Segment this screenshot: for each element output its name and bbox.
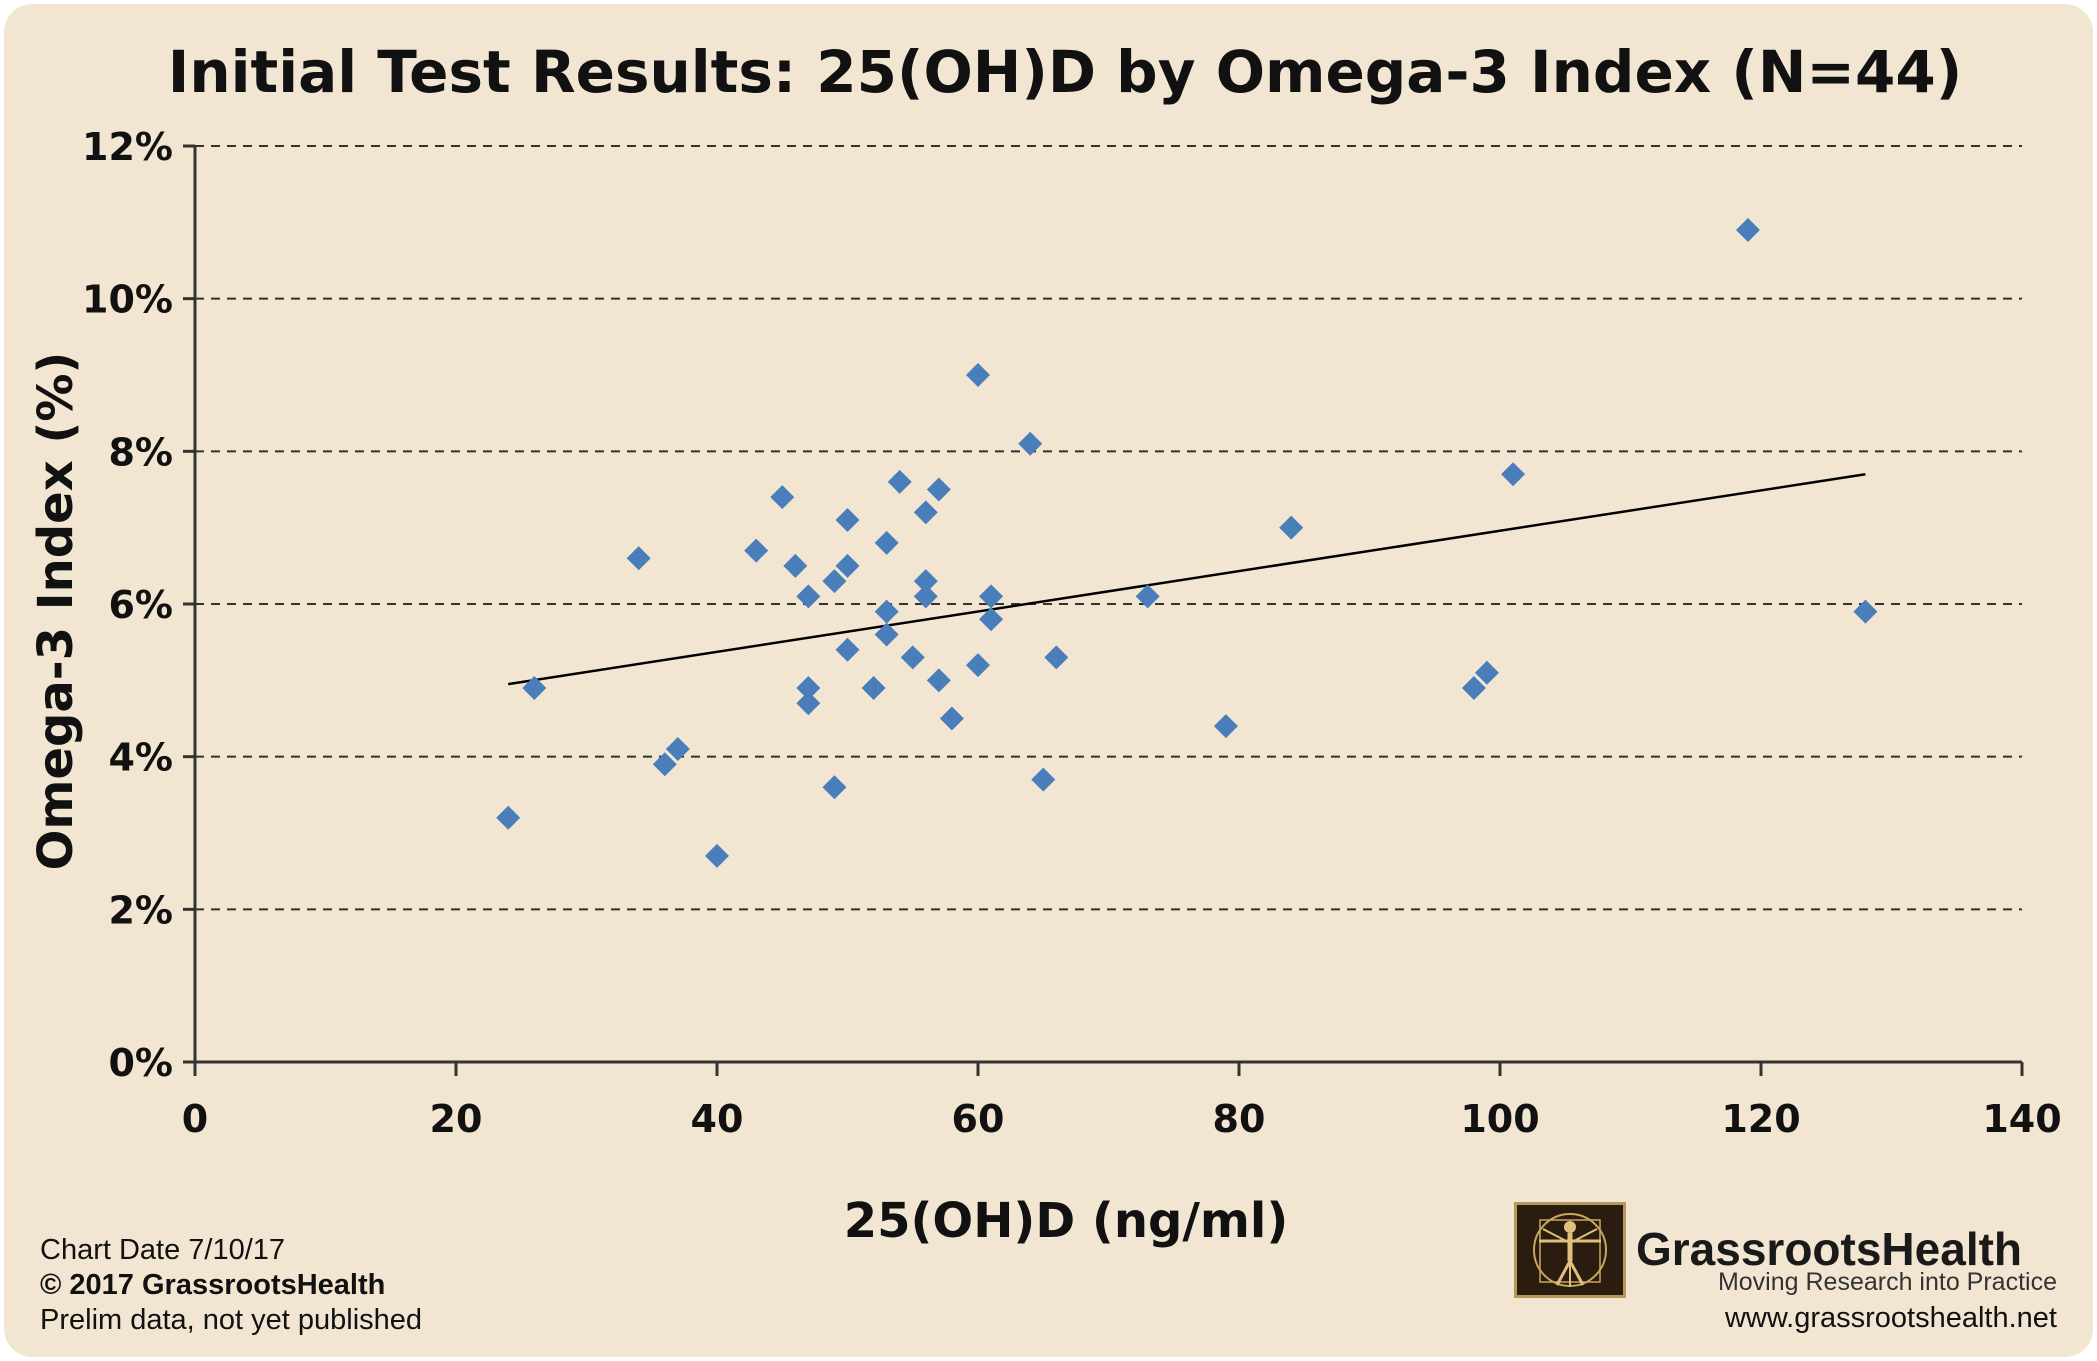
data-point: [913, 500, 938, 525]
brand-tagline: Moving Research into Practice: [1717, 1268, 2057, 1296]
brand-url: www.grassrootshealth.net: [1724, 1302, 2057, 1334]
data-point: [705, 843, 729, 868]
data-point: [1461, 675, 1486, 700]
data-points: [496, 217, 1878, 868]
data-point: [1031, 767, 1056, 792]
trendline: [508, 472, 1866, 686]
prelim-note: Prelim data, not yet published: [40, 1304, 423, 1336]
data-point: [913, 584, 938, 609]
data-point: [1474, 660, 1499, 685]
copyright: © 2017 GrassrootsHealth: [40, 1269, 386, 1301]
vitruvian-figure-icon: [1533, 1213, 1607, 1287]
data-point: [1853, 599, 1878, 624]
chart-card: 0% 2% 4% 6% 8% 10% 12% 0 20 40 60 80 100 120 140 Initi…: [4, 4, 2093, 1357]
data-point: [835, 553, 860, 578]
data-point: [1735, 217, 1760, 242]
y-tick-label: 10%: [82, 278, 173, 322]
data-point: [979, 607, 1004, 632]
data-point: [1279, 515, 1304, 540]
data-point: [966, 363, 990, 387]
tick-labels: 0% 2% 4% 6% 8% 10% 12% 0 20 40 60 80 100 120 140: [82, 125, 2062, 1141]
x-tick-label: 100: [1460, 1097, 1539, 1141]
y-tick-label: 8%: [108, 430, 173, 474]
scatter-chart: 0% 2% 4% 6% 8% 10% 12% 0 20 40 60 80 100 120 140 Initi…: [4, 4, 2093, 1357]
data-point: [874, 599, 899, 624]
y-tick-label: 6%: [108, 583, 173, 627]
trendline-layer: [508, 472, 1866, 686]
y-tick-label: 4%: [108, 736, 173, 780]
data-point: [796, 675, 821, 700]
y-tick-label: 2%: [108, 888, 173, 932]
data-point: [1501, 462, 1526, 487]
data-point: [783, 553, 808, 578]
data-point: [874, 530, 899, 555]
x-axis-title: 25(OH)D (ng/ml): [844, 1193, 1289, 1249]
data-point: [796, 584, 821, 609]
data-point: [874, 622, 899, 647]
data-point: [1044, 645, 1069, 670]
brand-name: GrassrootsHealth: [1636, 1223, 2023, 1275]
y-axis-title: Omega-3 Index (%): [28, 352, 84, 871]
y-tick-label: 0%: [108, 1041, 173, 1085]
data-point: [835, 637, 860, 662]
data-point: [1213, 714, 1238, 739]
data-point: [744, 538, 769, 563]
data-point: [913, 569, 938, 594]
chart-title: Initial Test Results: 25(OH)D by Omega-3…: [168, 38, 1963, 106]
x-tick-label: 80: [1213, 1097, 1266, 1141]
data-point: [496, 805, 521, 830]
data-point: [1135, 584, 1160, 609]
data-point: [926, 477, 951, 502]
data-point: [926, 668, 951, 693]
x-tick-label: 0: [182, 1097, 208, 1141]
data-point: [900, 645, 925, 670]
data-point: [966, 653, 990, 678]
grid-lines: [195, 145, 2022, 911]
data-point: [939, 706, 964, 731]
x-tick-label: 120: [1721, 1097, 1800, 1141]
data-point: [665, 737, 690, 762]
data-point: [626, 546, 651, 571]
data-point: [979, 584, 1004, 609]
data-point: [835, 508, 860, 533]
data-point: [652, 752, 677, 777]
data-point: [770, 485, 795, 510]
data-point: [861, 675, 886, 700]
x-tick-label: 60: [952, 1097, 1005, 1141]
x-tick-label: 140: [1982, 1097, 2061, 1141]
data-point: [522, 675, 547, 700]
axes: [183, 144, 2024, 1076]
data-point: [796, 691, 821, 716]
vitruvian-logo: [1514, 1202, 1626, 1298]
x-tick-label: 20: [430, 1097, 483, 1141]
chart-date: Chart Date 7/10/17: [40, 1234, 286, 1266]
y-tick-label: 12%: [82, 125, 173, 169]
card-background: [4, 4, 2093, 1357]
data-point: [822, 775, 847, 800]
data-point: [887, 469, 912, 494]
x-tick-label: 40: [691, 1097, 744, 1141]
data-point: [822, 569, 847, 594]
